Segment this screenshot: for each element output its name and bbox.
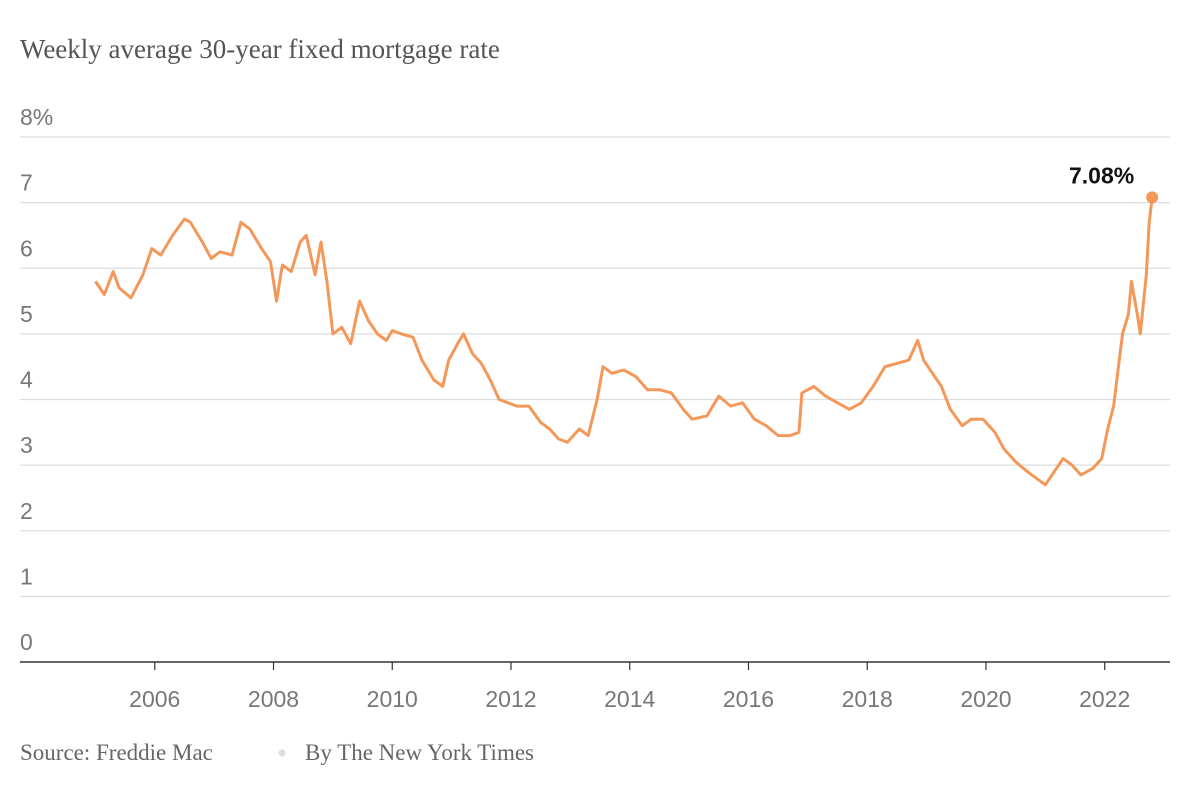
x-tick-label: 2006 [129,686,180,712]
x-tick-label: 2018 [842,686,893,712]
y-tick-label: 7 [20,170,33,196]
x-tick-label: 2014 [604,686,655,712]
credit: By The New York Times [305,740,534,765]
y-tick-label: 4 [20,367,33,393]
x-tick-label: 2022 [1079,686,1130,712]
source: Source: Freddie Mac [20,740,213,765]
y-tick-label: 5 [20,301,33,327]
separator-dot [278,749,286,757]
rate-line [94,197,1154,487]
end-dot [1146,191,1159,204]
chart-title: Weekly average 30-year fixed mortgage ra… [20,34,500,64]
x-tick-label: 2016 [723,686,774,712]
x-tick-label: 2020 [960,686,1011,712]
x-tick-label: 2008 [248,686,299,712]
y-tick-label: 3 [20,432,33,458]
y-tick-label: 8% [20,104,53,130]
x-tick-label: 2012 [485,686,536,712]
x-tick-label: 2010 [367,686,418,712]
y-tick-label: 1 [20,563,33,589]
y-tick-label: 6 [20,235,33,261]
y-tick-label: 0 [20,629,33,655]
y-tick-label: 2 [20,498,33,524]
value-label: 7.08% [1069,162,1134,188]
